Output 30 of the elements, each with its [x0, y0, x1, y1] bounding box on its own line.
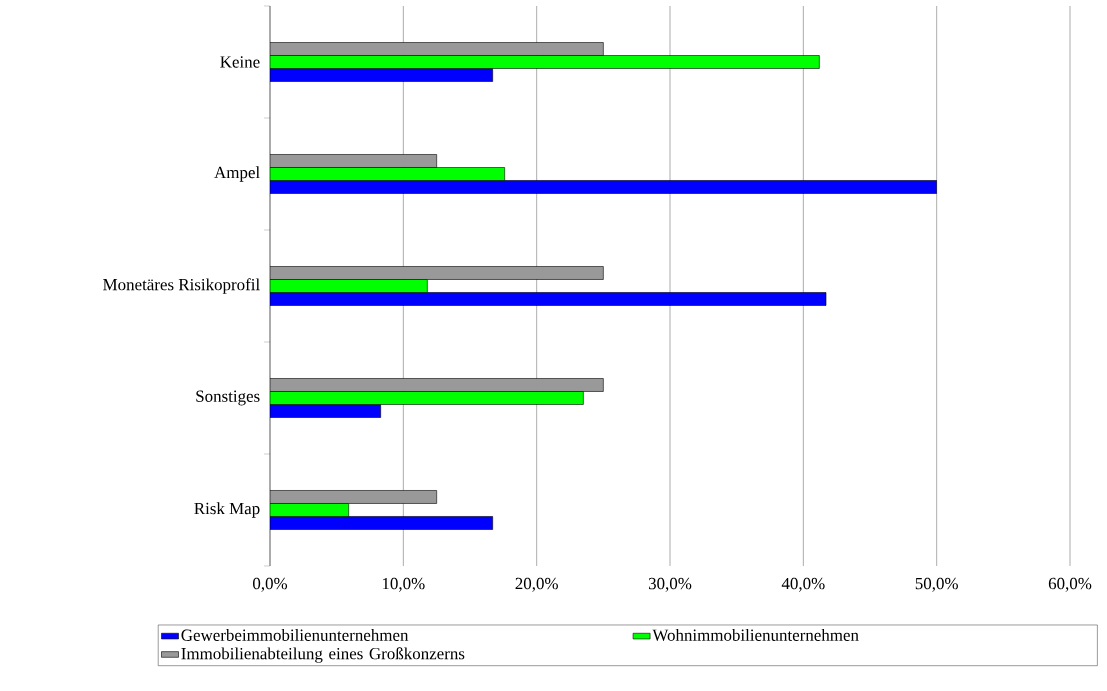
bar [270, 167, 505, 181]
bar [270, 68, 493, 82]
legend-label: Immobilienabteilung eines Großkonzerns [181, 647, 465, 663]
x-tick-label: 60,0% [1048, 577, 1092, 592]
y-tick-label: Risk Map [194, 502, 260, 518]
bar [270, 279, 428, 293]
bar [270, 516, 493, 530]
x-tick-label: 30,0% [648, 577, 692, 592]
bar [270, 391, 584, 405]
bar [270, 154, 437, 168]
y-tick-label: Sonstiges [196, 390, 260, 406]
x-tick-label: 40,0% [781, 577, 825, 592]
bar [270, 266, 604, 280]
bar [270, 55, 820, 69]
y-tick-label: Keine [220, 56, 260, 68]
x-tick-label: 0,0% [253, 577, 288, 592]
y-tick-label: Ampel [214, 166, 260, 182]
x-tick-label: 20,0% [515, 577, 558, 592]
y-tick-label: Monetäres Risikoprofil [103, 278, 260, 294]
legend-label: Gewerbeimmobilienunternehmen [181, 628, 409, 641]
bar [270, 404, 381, 418]
x-tick-label: 50,0% [915, 577, 958, 592]
bar [270, 292, 827, 306]
bar [270, 180, 937, 194]
legend-label: Wohnimmobilienunternehmen [652, 628, 859, 641]
x-tick-label: 10,0% [382, 577, 425, 592]
bar [270, 490, 437, 504]
bar [270, 378, 604, 392]
bar [270, 42, 604, 56]
bar [270, 503, 349, 517]
